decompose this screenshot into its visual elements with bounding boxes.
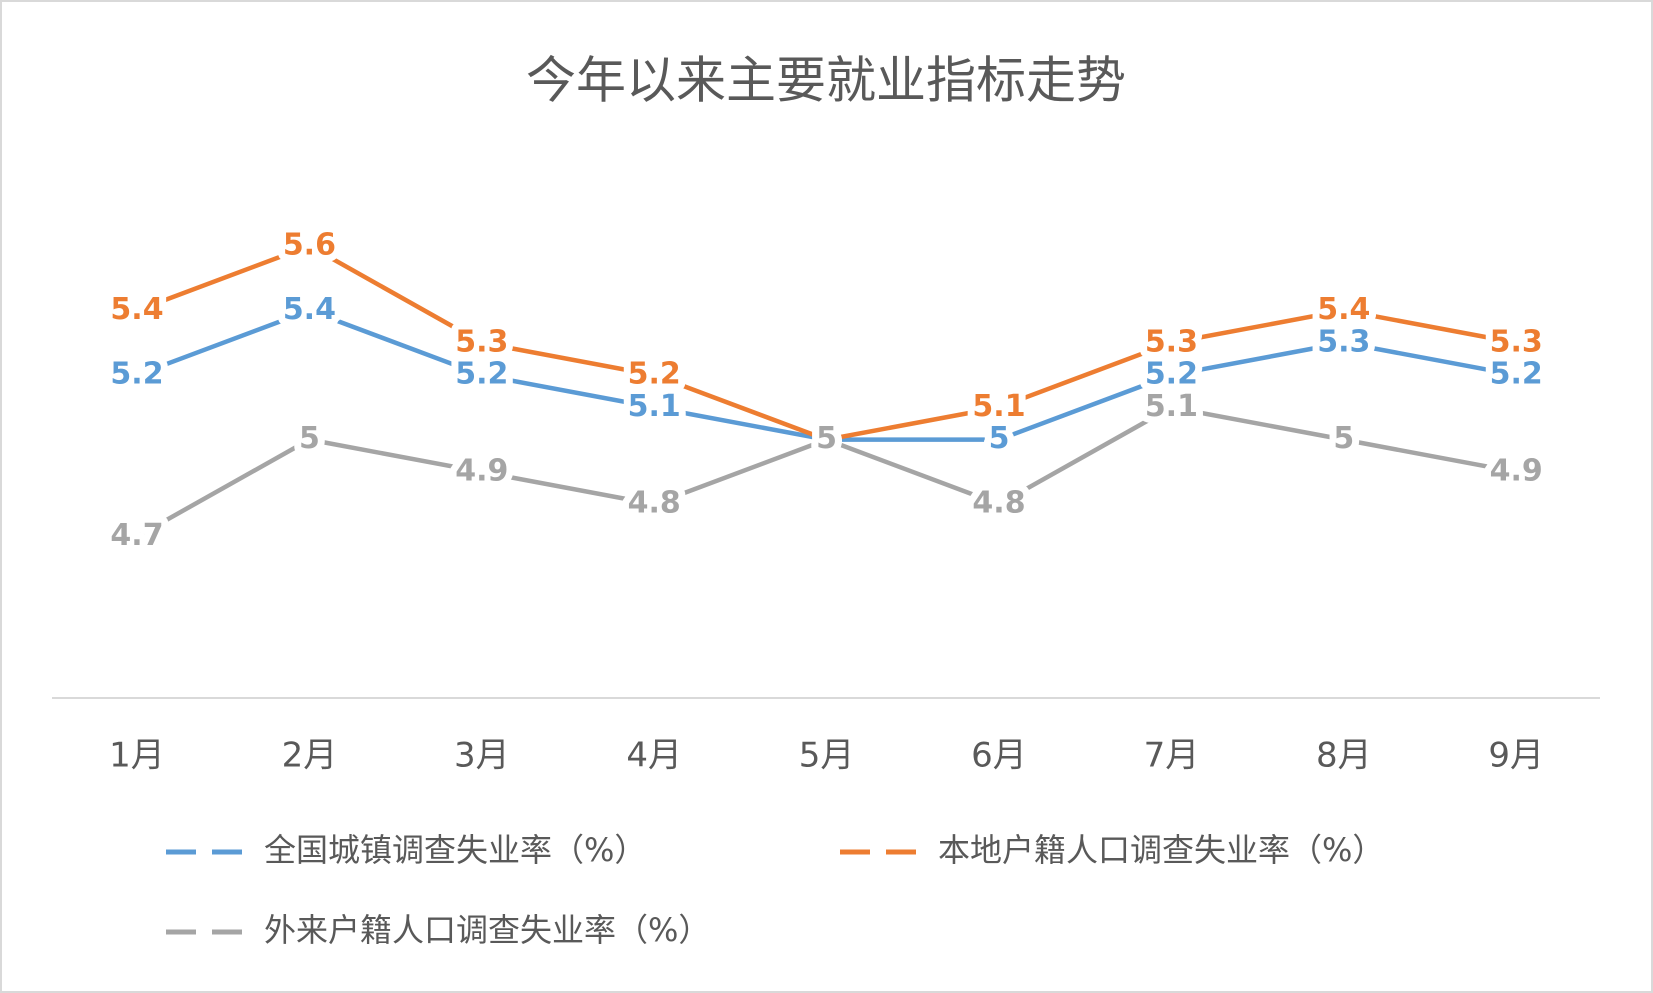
data-label: 4.9 <box>1490 453 1543 488</box>
x-tick-label: 3月 <box>454 736 510 776</box>
series-line <box>135 405 1517 539</box>
x-tick-label: 1月 <box>109 736 165 776</box>
data-label: 5.4 <box>283 292 336 327</box>
x-tick-label: 6月 <box>971 736 1027 776</box>
data-label: 5.3 <box>1145 324 1198 359</box>
data-label: 5.3 <box>455 324 508 359</box>
x-tick-label: 7月 <box>1144 736 1200 776</box>
x-tick-label: 4月 <box>626 736 682 776</box>
data-label: 5.1 <box>628 389 681 424</box>
data-label: 4.8 <box>972 486 1025 521</box>
data-label: 4.8 <box>628 486 681 521</box>
legend-label: 外来户籍人口调查失业率（%） <box>264 911 710 949</box>
chart-title: 今年以来主要就业指标走势 <box>526 52 1126 110</box>
data-label: 4.9 <box>455 453 508 488</box>
data-label: 5.6 <box>283 227 336 262</box>
data-label: 5.3 <box>1317 324 1370 359</box>
data-label: 5.1 <box>972 389 1025 424</box>
data-label: 5 <box>299 421 320 456</box>
x-tick-label: 9月 <box>1488 736 1544 776</box>
legend-label: 本地户籍人口调查失业率（%） <box>938 831 1384 869</box>
x-tick-label: 5月 <box>799 736 855 776</box>
data-label: 5.4 <box>110 292 163 327</box>
data-label: 5.2 <box>110 357 163 392</box>
legend-label: 全国城镇调查失业率（%） <box>264 831 646 869</box>
data-label: 5 <box>816 421 837 456</box>
data-label: 5.2 <box>1490 357 1543 392</box>
data-label: 5.4 <box>1317 292 1370 327</box>
data-label: 5.1 <box>1145 389 1198 424</box>
data-label: 5.3 <box>1490 324 1543 359</box>
data-label: 5.2 <box>628 357 681 392</box>
data-label: 4.7 <box>110 518 163 553</box>
x-tick-label: 8月 <box>1316 736 1372 776</box>
data-label: 5.2 <box>1145 357 1198 392</box>
data-label: 5 <box>989 421 1010 456</box>
data-label: 5.2 <box>455 357 508 392</box>
x-tick-label: 2月 <box>282 736 338 776</box>
data-label: 5 <box>1333 421 1354 456</box>
